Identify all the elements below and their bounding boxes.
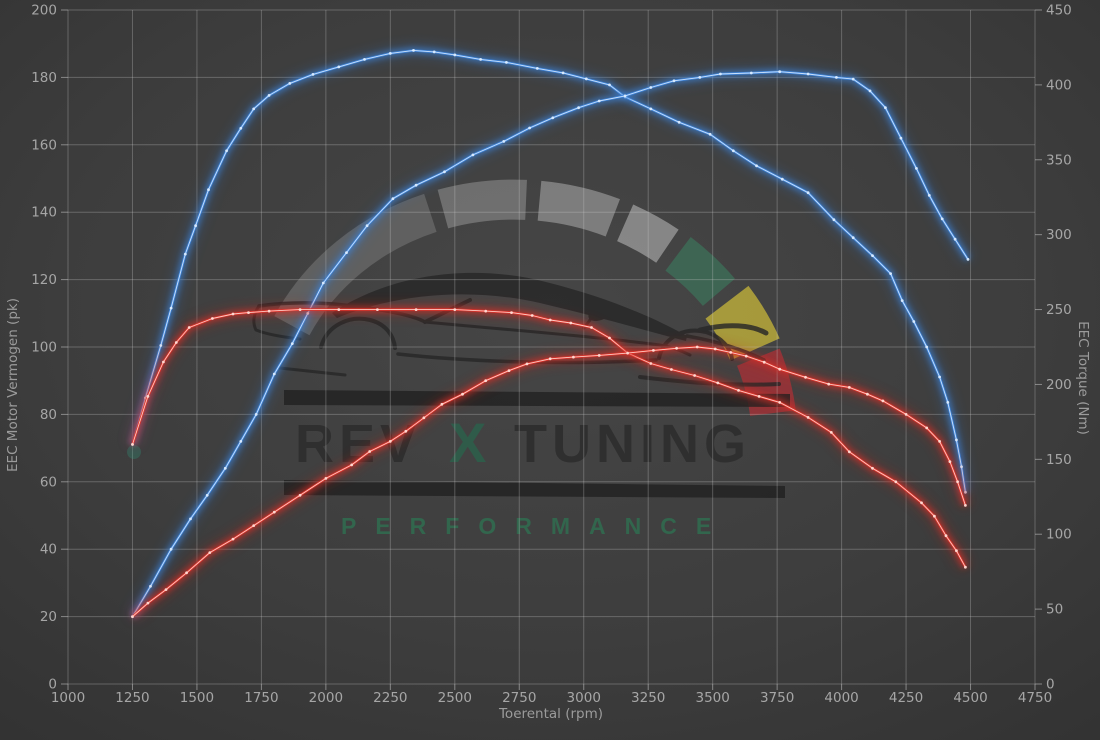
x-tick-label: 2250 <box>373 690 407 706</box>
x-tick-label: 1000 <box>51 690 85 706</box>
x-tick-label: 2500 <box>438 690 472 706</box>
x-tick-label: 4500 <box>953 690 987 706</box>
y-left-tick-label: 140 <box>31 205 57 221</box>
revx-logo-watermark: REV X TUNING PERFORMANCE <box>252 179 796 539</box>
y-left-tick-label: 160 <box>31 137 57 153</box>
y-right-tick-label: 450 <box>1046 3 1072 19</box>
logo-text-performance: PERFORMANCE <box>341 513 730 539</box>
x-tick-label: 3000 <box>567 690 601 706</box>
logo-text-x: X <box>449 411 486 474</box>
x-tick-label: 1250 <box>115 690 149 706</box>
y-left-tick-label: 40 <box>40 542 57 558</box>
y-right-tick-label: 400 <box>1046 77 1072 93</box>
y-left-tick-label: 60 <box>40 474 57 490</box>
y-left-tick-label: 200 <box>31 3 57 19</box>
axis-ticks-and-labels: 1000 1250 1500 1750 2000 2250 2500 2750 3000 3250… <box>31 3 1072 707</box>
curve-stock-torque-nm <box>127 304 971 570</box>
y-left-tick-label: 180 <box>31 70 57 86</box>
y-right-tick-label: 300 <box>1046 227 1072 243</box>
logo-bottom-bar <box>284 480 785 498</box>
curve-tuned-torque-nm <box>127 44 971 494</box>
x-tick-label: 1500 <box>180 690 214 706</box>
curve-tuned-power-pk <box>127 66 973 620</box>
y-left-tick-label: 20 <box>40 609 57 625</box>
y-left-tick-label: 100 <box>31 340 57 356</box>
x-tick-label: 3250 <box>631 690 665 706</box>
y-left-tick-label: 80 <box>40 407 57 423</box>
y-right-axis-title: EEC Torque (Nm) <box>1075 321 1091 435</box>
dyno-curves <box>127 44 973 621</box>
x-tick-label: 3750 <box>760 690 794 706</box>
y-right-tick-label: 100 <box>1046 527 1072 543</box>
x-tick-label: 4250 <box>889 690 923 706</box>
x-tick-label: 2000 <box>309 690 343 706</box>
curve-stock-power-pk <box>128 341 971 621</box>
y-right-tick-label: 200 <box>1046 377 1072 393</box>
y-left-axis-title: EEC Motor Vermogen (pk) <box>5 298 21 472</box>
x-tick-label: 2750 <box>502 690 536 706</box>
x-axis-title: Toerental (rpm) <box>498 706 603 722</box>
logo-text-tuning: TUNING <box>514 414 751 474</box>
x-tick-label: 4000 <box>824 690 858 706</box>
y-right-tick-label: 250 <box>1046 302 1072 318</box>
y-right-tick-label: 50 <box>1046 602 1063 618</box>
y-right-tick-label: 150 <box>1046 452 1072 468</box>
x-tick-label: 1750 <box>244 690 278 706</box>
y-right-tick-label: 350 <box>1046 152 1072 168</box>
y-left-tick-label: 0 <box>48 677 57 693</box>
y-right-tick-label: 0 <box>1046 677 1055 693</box>
logo-top-bar <box>284 390 790 407</box>
y-left-tick-label: 120 <box>31 272 57 288</box>
x-tick-label: 4750 <box>1018 690 1052 706</box>
grid-lines <box>67 9 1036 685</box>
x-tick-label: 3500 <box>695 690 729 706</box>
